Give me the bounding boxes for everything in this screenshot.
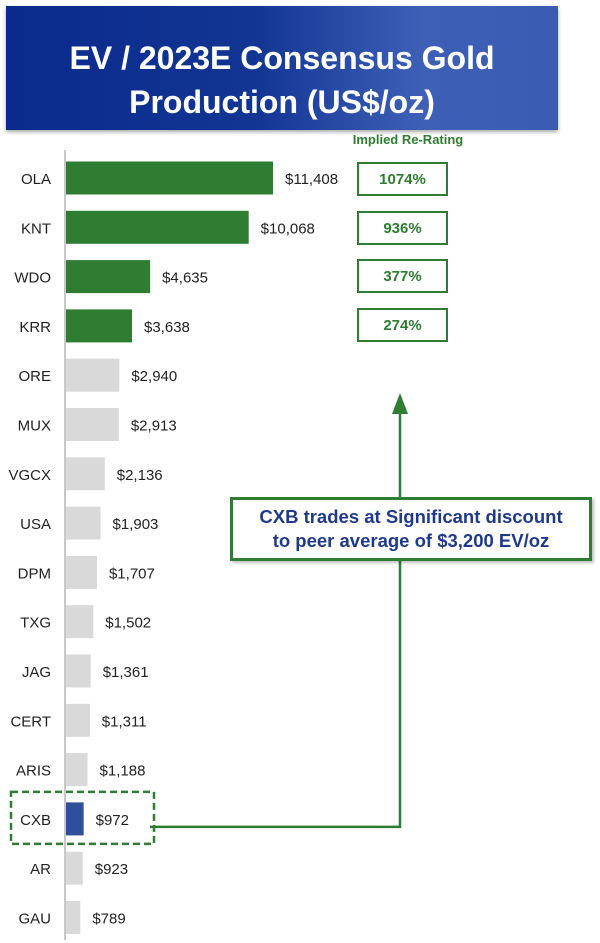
value-label: $2,136 — [117, 467, 163, 484]
bar — [66, 851, 83, 885]
bar — [66, 555, 97, 589]
bar — [66, 654, 91, 688]
chart-title: EV / 2023E Consensus Gold Production (US… — [69, 40, 495, 120]
bar — [66, 358, 120, 392]
category-label: OLA — [21, 171, 51, 188]
bar — [66, 408, 119, 441]
value-label: $11,408 — [285, 171, 338, 188]
bar — [66, 506, 101, 540]
connector-arrow-line — [150, 412, 402, 829]
value-label: $4,635 — [162, 270, 208, 287]
category-label: WDO — [14, 270, 51, 287]
category-label: KNT — [21, 220, 51, 237]
category-label: VGCX — [8, 467, 51, 484]
value-label: $1,311 — [102, 713, 147, 730]
title-banner: EV / 2023E Consensus Gold Production (US… — [6, 6, 558, 130]
rerating-header: Implied Re-Rating — [352, 132, 464, 147]
value-label: $1,188 — [100, 763, 146, 780]
arrowhead-icon — [392, 393, 408, 414]
bar — [66, 260, 151, 294]
value-label: $2,940 — [131, 368, 177, 385]
bar — [66, 457, 105, 491]
category-label: ORE — [18, 368, 51, 385]
value-label: $923 — [95, 861, 128, 878]
value-label: $3,638 — [144, 319, 190, 336]
highlight-box — [9, 790, 156, 846]
value-label: $1,361 — [103, 664, 149, 681]
category-label: CXB — [20, 812, 51, 829]
value-label: $1,502 — [105, 615, 151, 632]
bar — [66, 210, 249, 244]
discount-callout: CXB trades at Significant discount to pe… — [230, 497, 592, 561]
category-label: DPM — [18, 565, 51, 582]
value-label: $789 — [92, 911, 125, 928]
category-label: ARIS — [16, 763, 51, 780]
bar — [66, 605, 94, 639]
category-label: KRR — [19, 319, 51, 336]
value-label: $1,707 — [109, 565, 155, 582]
value-label: $10,068 — [261, 220, 315, 237]
bar — [66, 309, 133, 343]
y-axis-line — [64, 150, 66, 940]
category-label: AR — [30, 861, 51, 878]
value-label: $2,913 — [131, 418, 177, 435]
category-label: USA — [20, 516, 51, 533]
category-label: CERT — [10, 713, 51, 730]
callout-line-1: CXB trades at Significant discount — [259, 506, 563, 527]
value-label: $972 — [96, 812, 129, 829]
category-label: MUX — [18, 418, 51, 435]
bar — [66, 901, 81, 934]
rerating-box-knt: 936% — [357, 211, 448, 245]
bar — [66, 802, 84, 836]
category-label: TXG — [20, 615, 51, 632]
bar — [66, 753, 88, 787]
bar — [66, 703, 90, 737]
rerating-box-ola: 1074% — [357, 162, 448, 196]
rerating-box-krr: 274% — [357, 308, 448, 342]
category-label: JAG — [22, 664, 51, 681]
category-label: GAU — [18, 911, 51, 928]
callout-line-2: to peer average of $3,200 EV/oz — [272, 530, 550, 551]
bar — [66, 161, 273, 195]
rerating-box-wdo: 377% — [357, 259, 448, 293]
value-label: $1,903 — [113, 516, 159, 533]
